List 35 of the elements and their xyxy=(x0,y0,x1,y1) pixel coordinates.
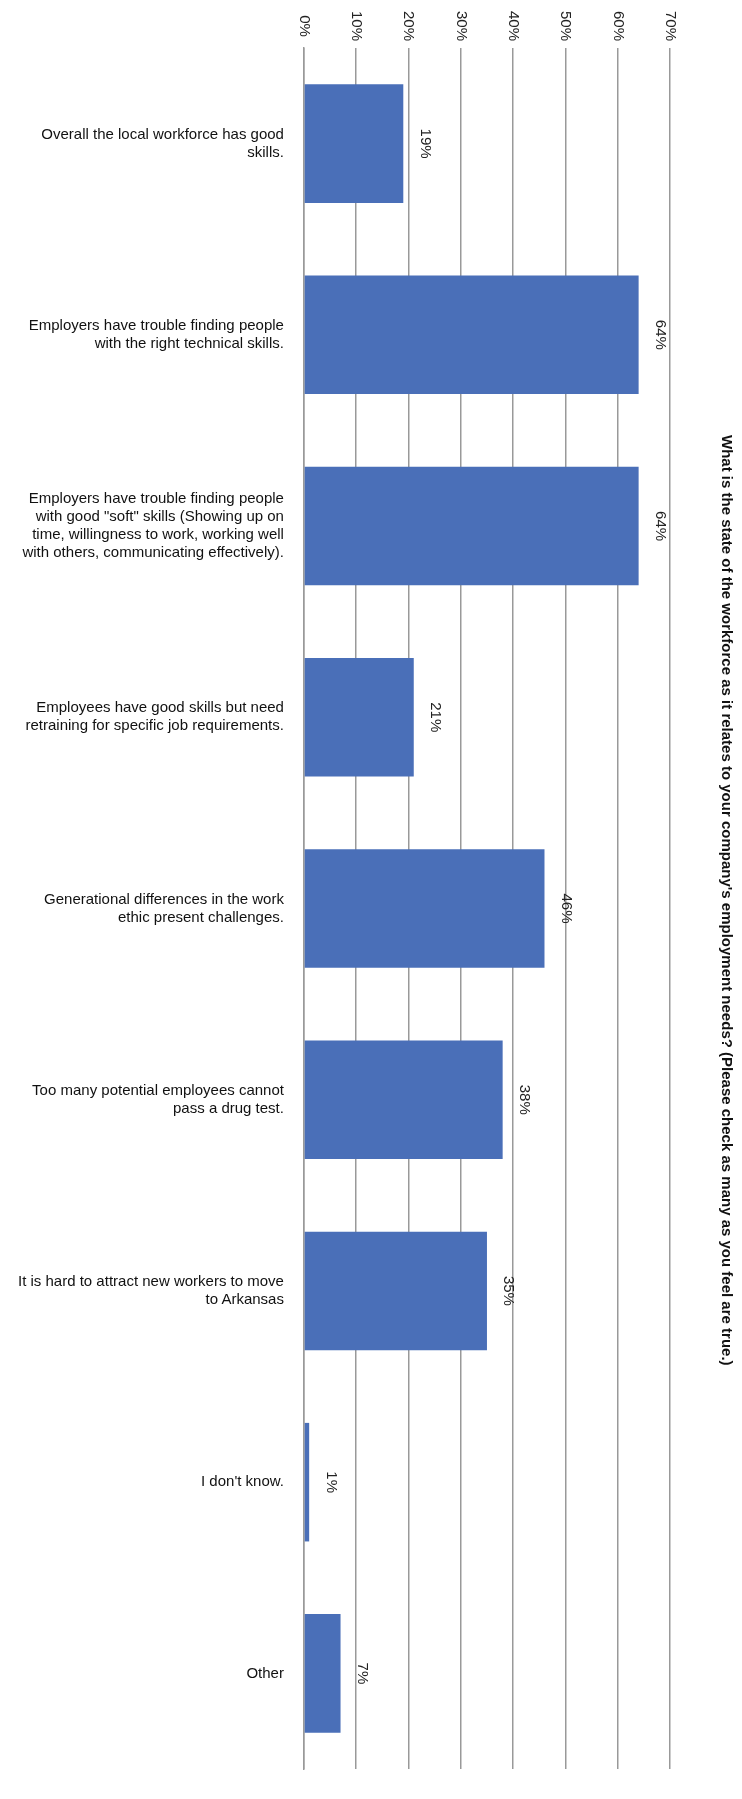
x-tick-label: 60% xyxy=(610,10,628,42)
y-tick-label: Employees have good skills but need retraining for specific job requirements. xyxy=(25,698,284,734)
data-label: 21% xyxy=(428,702,446,733)
bar xyxy=(304,466,639,586)
bar xyxy=(304,658,414,777)
x-tick-label: 70% xyxy=(662,10,680,42)
data-label: 64% xyxy=(652,319,670,350)
x-tick-label: 40% xyxy=(505,10,523,42)
y-tick-label: I don't know. xyxy=(201,1472,284,1490)
bar xyxy=(304,1040,503,1159)
data-label: 38% xyxy=(517,1084,535,1115)
data-label: 1% xyxy=(323,1471,341,1494)
data-label: 7% xyxy=(354,1662,372,1685)
x-tick-label: 30% xyxy=(453,10,471,42)
bar xyxy=(304,1614,341,1733)
data-label: 46% xyxy=(558,893,576,924)
data-label: 35% xyxy=(501,1275,519,1306)
x-tick-label: 50% xyxy=(558,10,576,42)
y-tick-label: Too many potential employees cannot pass a drug test. xyxy=(32,1080,285,1116)
y-tick-label: Overall the local workforce has good skills. xyxy=(41,124,284,160)
text: What is the state of the workforce as it relates to your company's employment needs? (Please check as many as you feel are true.) xyxy=(719,433,736,1368)
y-tick-label: Generational differences in the work ethic present challenges. xyxy=(44,889,285,925)
bar xyxy=(304,275,639,395)
x-tick-label: 0% xyxy=(296,15,314,37)
y-tick-label: Employers have trouble finding people with good "soft" skills (Showing up on time, willingness to work, working well with others, communicating effectively). xyxy=(21,489,284,561)
y-tick-label: Other xyxy=(246,1663,284,1681)
bar xyxy=(304,84,404,203)
bar xyxy=(304,849,545,968)
data-label: 19% xyxy=(417,128,435,159)
bar xyxy=(304,1231,487,1351)
x-tick-label: 10% xyxy=(349,10,367,42)
data-label: 64% xyxy=(652,511,670,542)
x-tick-label: 20% xyxy=(401,10,419,42)
y-tick-label: It is hard to attract new workers to move to Arkansas xyxy=(18,1272,284,1308)
y-tick-label: Employers have trouble finding people with the right technical skills. xyxy=(28,315,284,351)
